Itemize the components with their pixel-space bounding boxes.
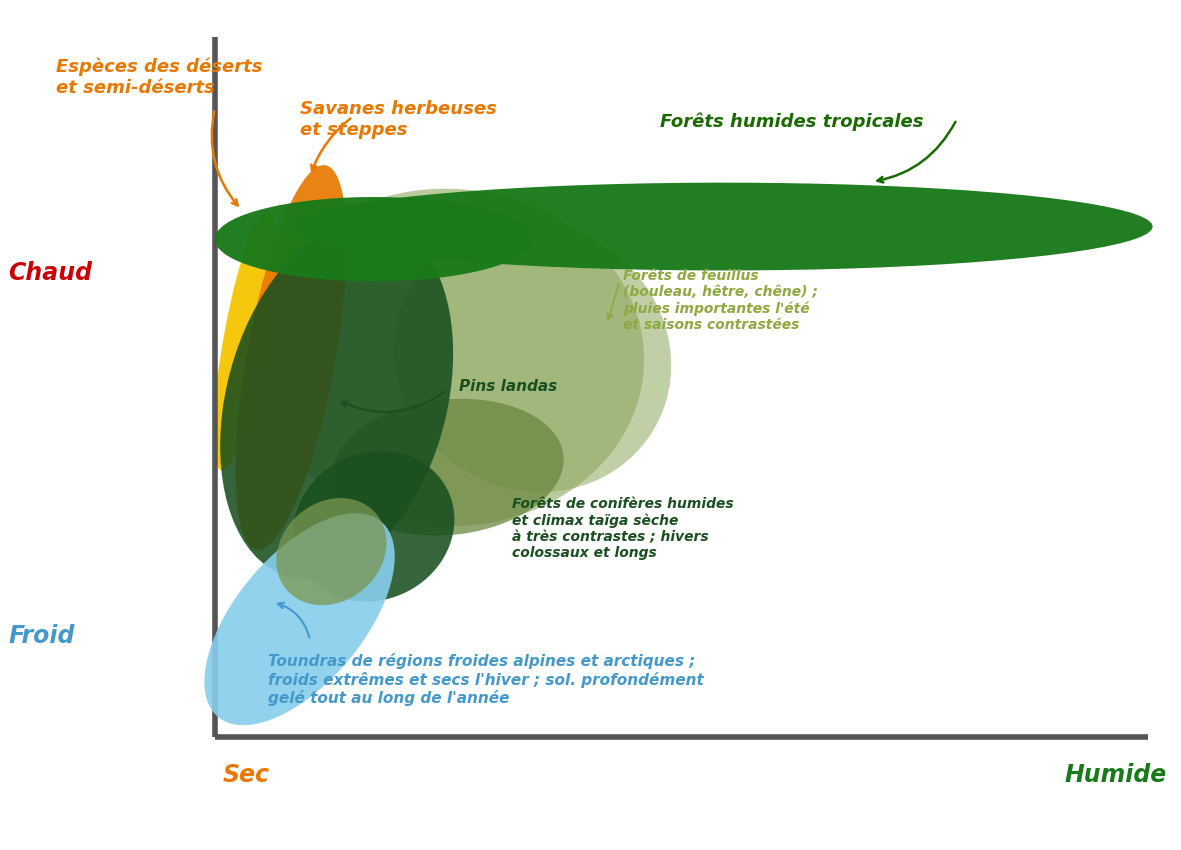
Polygon shape: [252, 189, 644, 526]
Polygon shape: [294, 183, 1153, 270]
Polygon shape: [204, 513, 394, 725]
Text: Froid: Froid: [8, 624, 74, 648]
Text: Forêts de conifères humides
et climax taïga sèche
à très contrastes ; hivers
col: Forêts de conifères humides et climax ta…: [511, 496, 733, 560]
Polygon shape: [293, 451, 455, 602]
Text: Savanes herbeuses
et steppes: Savanes herbeuses et steppes: [300, 100, 496, 139]
Polygon shape: [220, 220, 454, 579]
Text: Chaud: Chaud: [8, 261, 92, 285]
Polygon shape: [332, 399, 563, 536]
Text: Sec: Sec: [223, 763, 270, 787]
Polygon shape: [235, 165, 347, 550]
Polygon shape: [276, 498, 386, 605]
Text: Forêts humides tropicales: Forêts humides tropicales: [660, 112, 924, 131]
Text: Toundras de régions froides alpines et arctiques ;
froids extrêmes et secs l'hiv: Toundras de régions froides alpines et a…: [268, 653, 704, 706]
Polygon shape: [214, 211, 275, 470]
Polygon shape: [215, 197, 533, 281]
Text: Forêts de feuillus
(bouleau, hêtre, chêne) ;
pluies importantes l'été
et saisons: Forêts de feuillus (bouleau, hêtre, chên…: [622, 269, 817, 332]
Text: Humide: Humide: [1064, 763, 1167, 787]
Text: Pins landas: Pins landas: [458, 378, 556, 394]
Text: Espèces des déserts
et semi-déserts: Espèces des déserts et semi-déserts: [56, 58, 262, 97]
Polygon shape: [394, 223, 671, 492]
